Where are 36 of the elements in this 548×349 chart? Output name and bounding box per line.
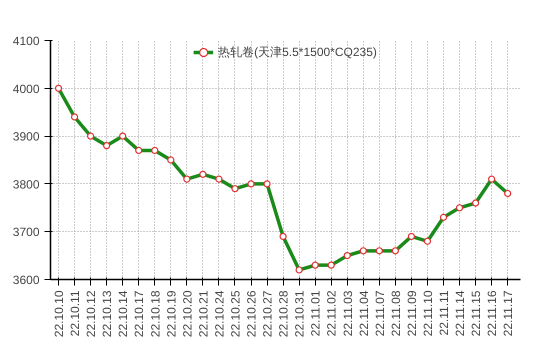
x-tick-label: 22.10.18 — [148, 290, 162, 338]
legend-label: 热轧卷(天津5.5*1500*CQ235) — [218, 44, 377, 60]
x-tick-label: 22.11.17 — [501, 290, 516, 336]
y-tick-label: 3600 — [12, 273, 40, 287]
x-tick-label: 22.10.24 — [212, 290, 226, 338]
x-tick-label: 22.10.27 — [260, 290, 275, 338]
x-tick-label: 22.10.12 — [84, 290, 98, 338]
x-tick-label: 22.11.14 — [453, 290, 468, 336]
x-tick-label: 22.10.11 — [68, 290, 82, 336]
x-tick-label: 22.11.09 — [404, 290, 419, 336]
y-tick-label: 4100 — [12, 34, 40, 48]
x-tick-label: 22.11.10 — [420, 290, 435, 336]
x-tick-label: 22.11.03 — [340, 290, 355, 336]
x-tick-label: 22.11.01 — [308, 290, 323, 336]
x-tick-label: 22.10.20 — [180, 290, 194, 338]
x-tick-label: 22.10.26 — [244, 290, 259, 338]
x-tick-label: 22.10.14 — [116, 290, 130, 338]
x-tick-label: 22.10.25 — [228, 290, 242, 338]
y-tick-label: 3900 — [12, 130, 40, 144]
x-tick-label: 22.11.02 — [324, 290, 339, 336]
x-tick-label: 22.11.15 — [469, 290, 484, 336]
x-tick-label: 22.11.08 — [388, 290, 403, 336]
x-tick-label: 22.11.16 — [485, 290, 500, 336]
x-tick-label: 22.10.21 — [196, 290, 210, 338]
x-tick-label: 22.10.19 — [164, 290, 178, 338]
y-tick-label: 3700 — [12, 225, 40, 240]
x-tick-label: 22.11.07 — [372, 290, 387, 336]
x-tick-label: 22.10.31 — [292, 290, 307, 338]
x-tick-label: 22.10.17 — [132, 290, 146, 338]
x-tick-label: 22.10.13 — [100, 290, 114, 338]
x-tick-label: 22.11.11 — [437, 290, 452, 336]
y-tick-label: 3800 — [12, 177, 40, 192]
x-tick-label: 22.10.10 — [52, 290, 66, 338]
x-tick-label: 22.10.28 — [276, 290, 291, 338]
x-tick-label: 22.11.04 — [356, 290, 371, 336]
y-tick-label: 4000 — [12, 82, 40, 96]
